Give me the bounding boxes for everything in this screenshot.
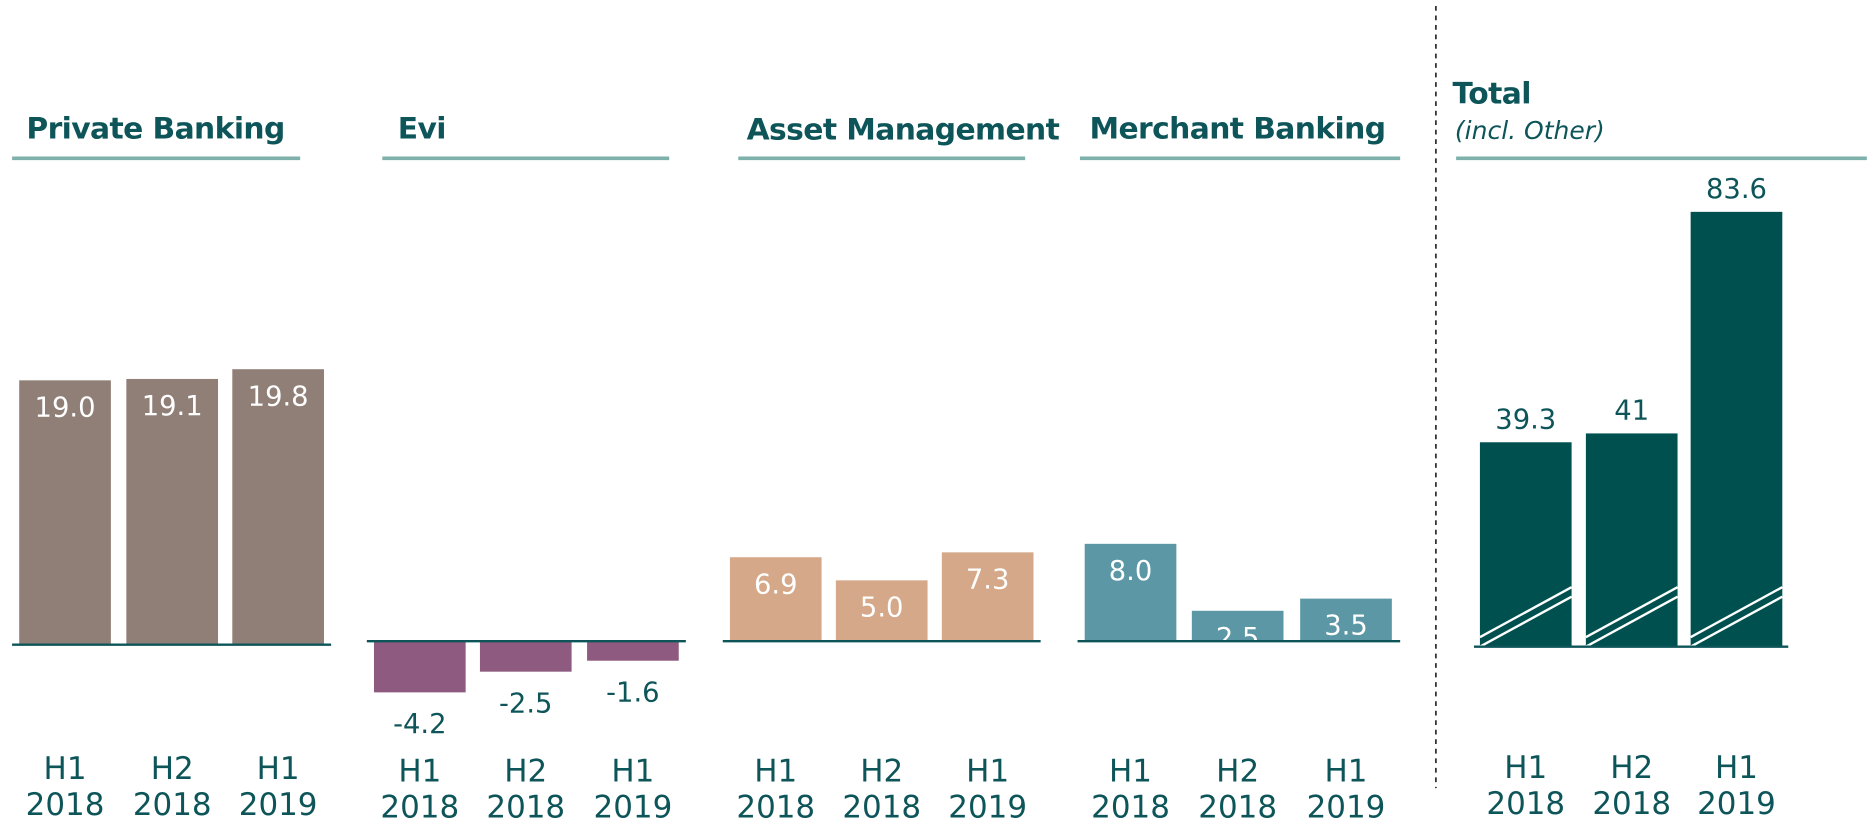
category-line: H1 [966, 753, 1009, 789]
value-label: 19.8 [248, 381, 309, 412]
category-line: 2018 [380, 789, 459, 825]
bar [1585, 433, 1678, 647]
panel-title: Asset Management [747, 112, 1060, 147]
bar [835, 580, 928, 642]
hatch [1690, 595, 1783, 648]
category-label: H2 2018 [486, 753, 565, 825]
value-label: 39.3 [1495, 404, 1556, 435]
bar [1191, 610, 1284, 642]
value-label: 41 [1614, 395, 1649, 426]
panel-subtitle: (incl. Other) [1455, 116, 1605, 145]
category-line: H1 [1325, 753, 1368, 789]
category-line: H1 [257, 751, 300, 787]
value-label: 19.0 [35, 392, 96, 423]
category-label: H2 2018 [133, 751, 212, 823]
bar [587, 641, 679, 661]
category-label: H2 2018 [842, 753, 921, 825]
value-label: 5.0 [860, 592, 904, 623]
category-label: H1 2018 [736, 753, 815, 825]
category-label: H2 2018 [1592, 750, 1671, 822]
category-label: H1 2019 [1697, 750, 1776, 822]
category-line: 2019 [1697, 785, 1776, 821]
value-label: 2.5 [1216, 623, 1260, 654]
category-line: H1 [754, 753, 797, 789]
panel-title: Total [1453, 77, 1531, 112]
panel-title: Evi [398, 111, 446, 146]
panel-title: Private Banking [26, 111, 284, 146]
category-label: H1 2019 [594, 753, 673, 825]
category-line: H2 [151, 751, 194, 787]
category-line: H2 [1610, 750, 1653, 786]
value-label: -2.5 [499, 689, 552, 720]
category-line: H1 [1504, 750, 1547, 786]
category-line: H1 [44, 751, 87, 787]
category-line: 2019 [239, 786, 318, 822]
value-label: -1.6 [606, 678, 659, 709]
category-line: 2018 [26, 786, 105, 822]
category-line: H2 [1216, 753, 1259, 789]
value-label: 19.1 [142, 391, 203, 422]
hatch [1690, 586, 1783, 639]
hatch [1585, 595, 1679, 648]
category-label: H1 2019 [239, 751, 318, 823]
category-line: 2018 [1091, 789, 1170, 825]
value-label: 6.9 [754, 569, 798, 600]
hatch [1585, 586, 1679, 639]
bar [1690, 211, 1783, 647]
value-label: 3.5 [1324, 611, 1368, 642]
category-line: H1 [398, 753, 441, 789]
category-line: 2018 [1592, 785, 1671, 821]
category-label: H1 2018 [26, 751, 105, 823]
bar [126, 378, 219, 645]
hatch [1479, 586, 1573, 639]
bar [479, 641, 572, 672]
category-line: H1 [1715, 750, 1758, 786]
category-line: 2018 [736, 789, 815, 825]
bar [1300, 598, 1392, 642]
category-line: 2019 [594, 789, 673, 825]
category-line: H1 [611, 753, 654, 789]
bar [1479, 442, 1572, 647]
category-label: H2 2018 [1198, 753, 1277, 825]
category-line: H2 [860, 753, 903, 789]
bar [729, 557, 822, 642]
bar [373, 641, 466, 693]
category-label: H1 2019 [948, 753, 1027, 825]
bar [19, 380, 111, 645]
category-label: H1 2018 [1091, 753, 1170, 825]
bar [1084, 543, 1177, 642]
panel-title: Merchant Banking [1089, 111, 1385, 146]
category-label: H1 2018 [1486, 750, 1565, 822]
category-line: 2018 [486, 789, 565, 825]
value-label: -4.2 [393, 709, 446, 740]
category-line: 2019 [948, 789, 1027, 825]
category-line: H1 [1109, 753, 1152, 789]
value-label: 7.3 [966, 564, 1010, 595]
category-line: 2018 [1198, 789, 1277, 825]
category-line: 2019 [1307, 789, 1386, 825]
category-label: H1 2019 [1307, 753, 1386, 825]
category-label: H1 2018 [380, 753, 459, 825]
bar [232, 369, 324, 645]
category-line: H2 [504, 753, 547, 789]
bar [941, 552, 1034, 642]
category-line: 2018 [1486, 785, 1565, 821]
value-label: 83.6 [1706, 174, 1767, 205]
category-line: 2018 [133, 786, 212, 822]
hatch [1479, 595, 1573, 648]
value-label: 8.0 [1109, 556, 1153, 587]
category-line: 2018 [842, 789, 921, 825]
